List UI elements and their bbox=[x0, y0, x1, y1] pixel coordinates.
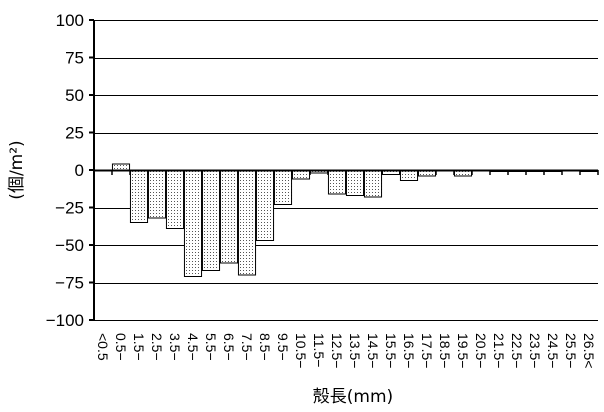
x-tick-label: 16.5− bbox=[401, 333, 417, 368]
bar-5 bbox=[183, 169, 203, 277]
x-tick-label: 18.5− bbox=[437, 333, 453, 368]
bar-3 bbox=[147, 169, 167, 219]
bar-13 bbox=[327, 169, 347, 195]
x-tick-label: 4.5− bbox=[185, 333, 201, 361]
x-tick-label: 1.5− bbox=[131, 333, 147, 361]
y-tick-label: 100 bbox=[56, 11, 84, 30]
bar-7 bbox=[219, 169, 239, 264]
x-tick-label: 14.5− bbox=[365, 333, 381, 368]
bar-1 bbox=[111, 163, 131, 171]
x-tick-label: 8.5− bbox=[257, 333, 273, 361]
x-tick-label: 7.5− bbox=[239, 333, 255, 361]
x-tick-label: 20.5− bbox=[473, 333, 489, 368]
x-tick-label: 21.5− bbox=[491, 333, 507, 368]
bar-6 bbox=[201, 169, 221, 271]
x-tick-label: 17.5− bbox=[419, 333, 435, 368]
x-tick-labels: <0.5 0.5− 1.5− 2.5− 3.5− 4.5− 5.5− 6.5− 7.5− 8.5−… bbox=[95, 333, 597, 368]
axes bbox=[89, 19, 599, 321]
x-tick-label: 15.5− bbox=[383, 333, 399, 368]
x-tick-label: 11.5− bbox=[311, 333, 327, 367]
bar-17 bbox=[399, 169, 419, 181]
y-tick-label: 25 bbox=[65, 124, 84, 143]
bar-2 bbox=[129, 169, 149, 223]
bars bbox=[111, 163, 599, 277]
x-tick-label: 2.5− bbox=[149, 333, 165, 361]
y-tick-label: 50 bbox=[65, 86, 84, 105]
x-tick-label: 24.5− bbox=[545, 333, 561, 368]
x-tick-label: 5.5− bbox=[203, 333, 219, 361]
y-tick-label: 75 bbox=[65, 49, 84, 68]
x-tick-label: 26.5< bbox=[581, 333, 597, 368]
x-tick-label: 23.5− bbox=[527, 333, 543, 368]
x-tick-label: 10.5− bbox=[293, 333, 309, 368]
bar-10 bbox=[273, 169, 293, 205]
x-tick-label: 9.5− bbox=[275, 333, 291, 361]
x-tick-label: 6.5− bbox=[221, 333, 237, 361]
y-axis-label: (個/m²) bbox=[7, 140, 27, 199]
y-tick-labels: 100 75 50 25 0 −25 −50 −75 −100 bbox=[46, 11, 84, 330]
y-tick-label: 0 bbox=[75, 161, 84, 180]
x-tick-label: 0.5− bbox=[113, 333, 129, 361]
x-tick-label: 13.5− bbox=[347, 333, 363, 368]
x-tick-label: 22.5− bbox=[509, 333, 525, 368]
x-tick-label: 3.5− bbox=[167, 333, 183, 361]
x-tick-label: 12.5− bbox=[329, 333, 345, 368]
y-tick-label: −50 bbox=[55, 236, 84, 255]
y-tick-label: −25 bbox=[55, 199, 84, 218]
bar-9 bbox=[255, 169, 275, 241]
bar-14 bbox=[345, 169, 365, 196]
y-tick-label: −75 bbox=[55, 274, 84, 293]
x-tick-label: <0.5 bbox=[95, 333, 111, 361]
x-tick-label: 25.5− bbox=[563, 333, 579, 368]
x-axis-label: 殻長(mm) bbox=[313, 387, 393, 407]
x-tick-label: 19.5− bbox=[455, 333, 471, 368]
bar-8 bbox=[237, 169, 257, 276]
bar-4 bbox=[165, 169, 185, 229]
bar-15 bbox=[363, 169, 383, 198]
y-tick-label: −100 bbox=[46, 311, 84, 330]
